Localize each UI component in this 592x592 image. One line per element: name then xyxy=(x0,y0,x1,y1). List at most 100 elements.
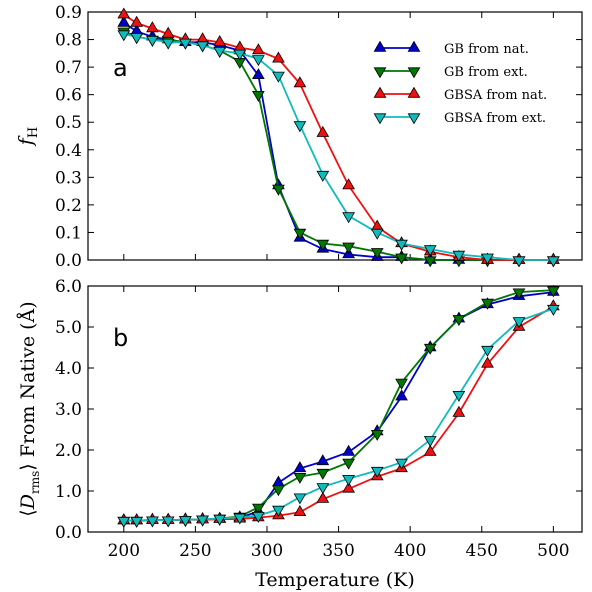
data-point xyxy=(293,121,307,133)
panel-b-series-gbsa-from-ext xyxy=(117,304,560,528)
data-point xyxy=(196,515,209,527)
data-point xyxy=(481,356,494,368)
panel-a-series xyxy=(117,7,560,268)
panel-a-series-gbsa-from-ext xyxy=(117,30,560,268)
data-point xyxy=(452,315,466,327)
data-point xyxy=(272,485,285,497)
panel-a: 0.0 0.1 0.2 0.3 0.4 0.5 0.6 0.7 0.8 0.9 a fH GB f… xyxy=(15,3,583,271)
x-tick-label: 300 xyxy=(251,541,283,561)
y-tick-label: 0.3 xyxy=(55,168,82,188)
data-point xyxy=(117,516,131,528)
data-point xyxy=(547,304,560,316)
panel-a-ylabel: fH xyxy=(15,127,41,147)
series-line xyxy=(123,291,554,522)
data-point xyxy=(423,436,437,448)
legend-marker xyxy=(373,67,387,79)
data-point xyxy=(452,250,466,262)
legend-marker xyxy=(407,113,421,125)
data-point xyxy=(233,513,247,525)
data-point xyxy=(452,390,466,402)
data-point xyxy=(342,474,355,486)
data-point xyxy=(423,444,437,456)
data-point xyxy=(196,41,209,53)
data-point xyxy=(370,228,384,240)
y-tick-label: 0.9 xyxy=(55,3,82,23)
data-point xyxy=(481,345,494,357)
y-tick-label: 1.0 xyxy=(55,482,82,502)
legend-marker xyxy=(407,86,421,98)
data-point xyxy=(370,466,384,478)
data-point xyxy=(316,491,330,503)
data-point xyxy=(272,51,285,63)
y-tick-label: 6.0 xyxy=(55,277,82,297)
panel-b-series xyxy=(117,284,560,528)
y-tick-label: 0.1 xyxy=(55,223,82,243)
data-point xyxy=(252,68,265,79)
data-point xyxy=(342,481,355,493)
legend-item: GB from ext. xyxy=(373,65,528,80)
data-point xyxy=(316,170,330,182)
data-point xyxy=(481,298,494,310)
panel-a-ticks: 0.0 0.1 0.2 0.3 0.4 0.5 0.6 0.7 0.8 0.9 xyxy=(55,3,582,271)
data-point xyxy=(130,33,143,45)
y-tick-label: 5.0 xyxy=(55,318,82,338)
x-tick-label: 250 xyxy=(179,541,211,561)
legend-label: GBSA from nat. xyxy=(444,88,547,103)
data-point xyxy=(316,468,330,480)
y-tick-label: 2.0 xyxy=(55,441,82,461)
legend-item: GBSA from nat. xyxy=(373,86,547,103)
data-point xyxy=(370,248,384,259)
panel-a-frame xyxy=(87,11,583,261)
data-point xyxy=(342,178,355,190)
data-point xyxy=(370,429,384,441)
x-tick-label: 500 xyxy=(537,541,569,561)
data-point xyxy=(117,7,131,19)
legend-marker xyxy=(407,40,421,52)
y-tick-label: 0.5 xyxy=(55,113,82,133)
data-point xyxy=(130,516,143,528)
data-point xyxy=(342,458,355,470)
data-point xyxy=(196,32,209,44)
panel-b-ylabel: ⟨Drms⟩ From Native (Å) xyxy=(17,301,42,516)
data-point xyxy=(395,458,408,470)
panel-b-ticks: 200 250 300 350 400 450 500 0.0 1.0 2.0 3.0 4.0 5.0 6… xyxy=(55,277,582,561)
x-tick-label: 450 xyxy=(466,541,498,561)
panel-a-letter: a xyxy=(113,54,128,82)
data-point xyxy=(316,239,330,251)
data-point xyxy=(293,504,307,516)
data-point xyxy=(293,228,307,240)
data-point xyxy=(423,245,437,257)
data-point xyxy=(316,125,330,137)
data-point xyxy=(512,256,526,268)
data-point xyxy=(452,405,466,417)
series-line xyxy=(123,22,554,261)
data-point xyxy=(161,516,175,528)
data-point xyxy=(293,76,307,88)
data-point xyxy=(179,38,192,50)
data-point xyxy=(395,239,408,251)
series-line xyxy=(123,307,554,522)
data-point xyxy=(342,212,355,224)
y-tick-label: 0.0 xyxy=(55,523,82,543)
y-tick-label: 0.0 xyxy=(55,251,82,271)
data-point xyxy=(293,461,307,473)
y-tick-label: 0.4 xyxy=(55,141,82,161)
data-point xyxy=(146,35,159,47)
legend: GB from nat. GB from ext. GBSA from nat. GB… xyxy=(373,40,547,126)
data-point xyxy=(547,256,560,268)
y-tick-label: 0.2 xyxy=(55,196,82,216)
data-point xyxy=(233,49,247,61)
legend-label: GB from ext. xyxy=(444,65,528,80)
data-point xyxy=(272,71,285,83)
y-tick-label: 0.8 xyxy=(55,31,82,51)
data-point xyxy=(252,43,265,55)
data-point xyxy=(117,15,131,27)
data-point xyxy=(130,15,143,27)
panel-b-xlabel: Temperature (K) xyxy=(255,569,415,591)
panel-a-series-gb-from-ext xyxy=(117,27,560,268)
legend-marker xyxy=(407,67,421,79)
x-tick-label: 200 xyxy=(108,541,140,561)
y-tick-label: 4.0 xyxy=(55,359,82,379)
y-tick-label: 0.6 xyxy=(55,86,82,106)
data-point xyxy=(512,288,526,300)
